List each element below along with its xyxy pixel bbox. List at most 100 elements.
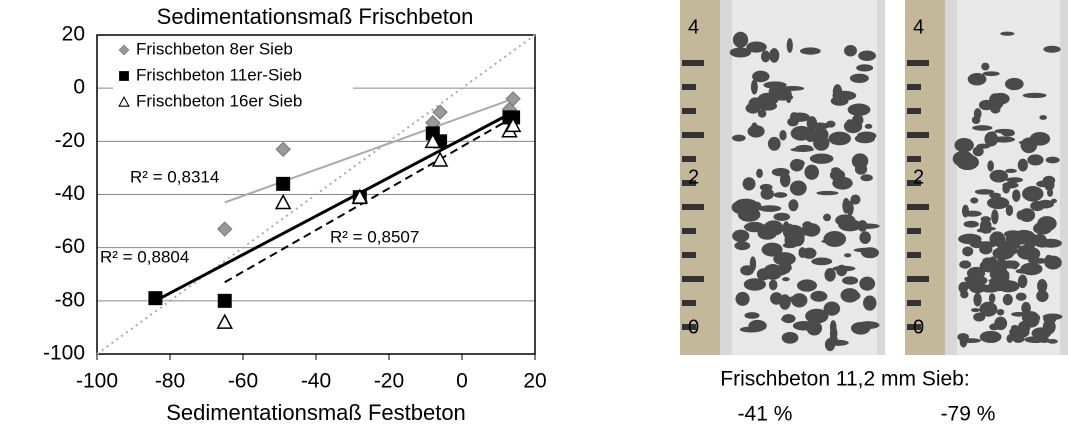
aggregate <box>1005 177 1023 183</box>
triangle-marker <box>274 193 292 210</box>
aggregate <box>732 229 750 243</box>
aggregate <box>958 281 969 294</box>
aggregate <box>1022 185 1044 202</box>
aggregate <box>959 260 972 269</box>
aggregate <box>850 194 861 205</box>
aggregate <box>1005 204 1014 216</box>
aggregate <box>735 198 757 209</box>
x-tick-label: 0 <box>456 370 468 393</box>
aggregate <box>859 276 876 291</box>
triangle-marker <box>431 151 449 167</box>
legend-label: Frischbeton 16er Sieb <box>136 91 302 110</box>
aggregate <box>972 146 984 157</box>
aggregate <box>988 278 1010 284</box>
aggregate <box>1047 339 1058 344</box>
aggregate <box>744 312 760 319</box>
aggregate <box>802 223 821 237</box>
aggregate <box>1021 312 1041 324</box>
y-tick-label: -80 <box>55 288 85 311</box>
aggregate <box>963 210 982 217</box>
aggregate <box>779 129 787 141</box>
aggregate <box>853 247 878 253</box>
aggregate <box>767 136 781 151</box>
ruler-mark <box>907 108 921 114</box>
aggregate <box>752 70 770 83</box>
aggregate <box>1043 45 1061 53</box>
aggregate <box>863 295 877 311</box>
ruler-mark <box>682 180 696 186</box>
aggregate <box>844 44 857 57</box>
square-marker <box>119 71 129 81</box>
ruler-mark <box>682 252 696 258</box>
aggregate <box>1022 92 1047 99</box>
diamond-marker <box>432 104 448 120</box>
aggregate <box>782 277 790 282</box>
trendline <box>224 116 514 284</box>
aggregate <box>1036 290 1049 302</box>
aggregate <box>746 41 767 53</box>
ruler-mark <box>682 228 696 234</box>
aggregate <box>973 292 982 307</box>
x-tick-label: -80 <box>155 370 185 393</box>
aggregate <box>1000 260 1020 269</box>
aggregate <box>858 50 877 61</box>
ruler-label: 2 <box>913 166 924 188</box>
aggregate <box>823 231 847 247</box>
y-tick-label: 20 <box>62 23 85 46</box>
reference-line <box>96 34 536 355</box>
aggregate <box>967 73 987 86</box>
aggregate <box>994 316 1008 331</box>
ruler-label: 4 <box>688 16 699 38</box>
aggregate <box>789 180 807 196</box>
aggregate <box>960 338 981 344</box>
y-tick-label: -60 <box>55 235 85 258</box>
aggregate <box>760 188 774 200</box>
aggregate <box>784 232 794 249</box>
aggregate <box>979 330 1002 343</box>
legend-label: Frischbeton 11er-Sieb <box>136 65 302 84</box>
diamond-marker <box>217 221 233 237</box>
ruler-mark <box>682 132 704 138</box>
aggregate <box>811 257 833 266</box>
aggregate <box>973 312 986 322</box>
ruler-mark <box>682 156 696 162</box>
aggregate <box>1027 154 1044 166</box>
y-tick-label: -20 <box>55 129 85 152</box>
aggregate <box>1017 320 1031 334</box>
aggregate <box>1005 168 1017 174</box>
aggregate <box>1039 336 1050 343</box>
x-tick-label: -60 <box>228 370 258 393</box>
aggregate <box>980 216 991 223</box>
legend-box <box>113 38 353 126</box>
aggregate <box>813 135 830 151</box>
aggregate <box>850 321 871 335</box>
aggregate <box>981 62 990 71</box>
aggregate <box>810 122 830 130</box>
aggregate <box>996 308 1005 316</box>
diamond-marker <box>275 141 291 158</box>
aggregate <box>994 128 1015 134</box>
aggregate <box>859 231 871 244</box>
x-tick-label: -100 <box>76 370 118 393</box>
trendline <box>154 110 514 303</box>
square-marker <box>276 176 291 191</box>
aggregate <box>824 267 836 282</box>
aggregate <box>773 212 791 222</box>
aggregate <box>829 169 846 181</box>
aggregate <box>862 134 872 141</box>
aggregate <box>805 308 829 324</box>
aggregate <box>1037 282 1048 289</box>
aggregate <box>757 109 767 118</box>
aggregate <box>836 264 848 277</box>
aggregate <box>987 160 994 172</box>
aggregate <box>1012 334 1025 343</box>
aggregate <box>773 192 788 198</box>
aggregate <box>843 253 852 258</box>
r-squared-label: R² = 0,8804 <box>100 247 189 266</box>
aggregate <box>788 199 799 212</box>
aggregate <box>979 284 1001 293</box>
ruler <box>680 0 720 355</box>
ruler-mark <box>682 300 696 306</box>
aggregate <box>974 189 995 195</box>
